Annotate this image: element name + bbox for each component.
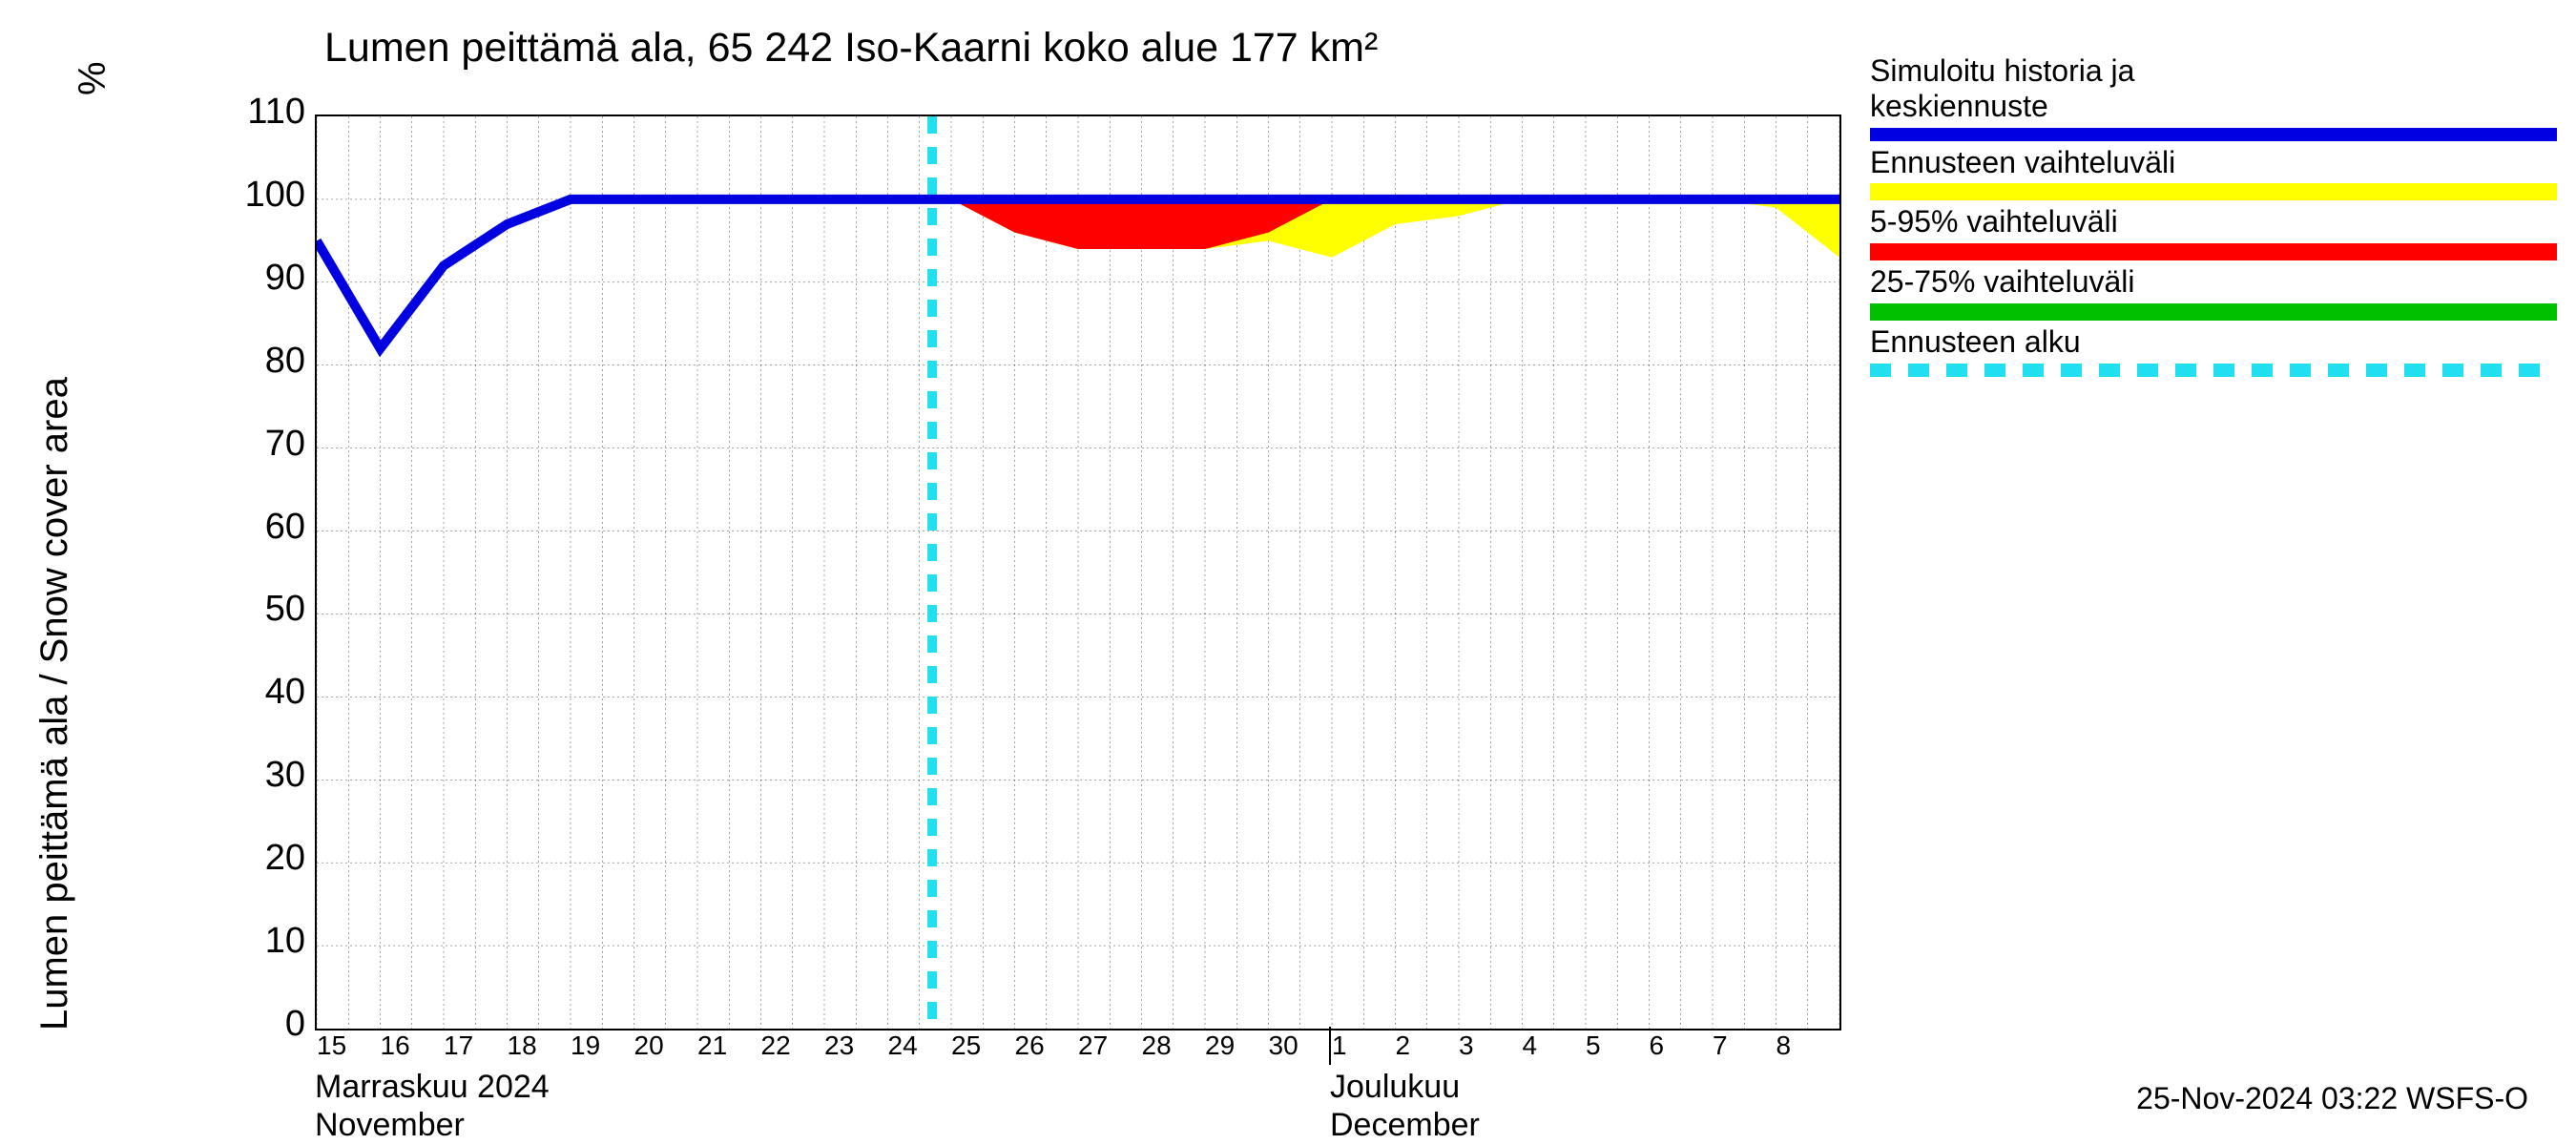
- x-tick-label: 27: [1078, 1030, 1108, 1061]
- x-tick-label: 26: [1015, 1030, 1045, 1061]
- y-axis-label: Lumen peittämä ala / Snow cover area: [33, 377, 76, 1030]
- x-tick-label: 19: [571, 1030, 600, 1061]
- x-tick-label: 23: [824, 1030, 854, 1061]
- legend-item: Simuloitu historia jakeskiennuste: [1870, 53, 2557, 141]
- y-tick-label: 60: [263, 507, 305, 548]
- plot-area: [315, 114, 1841, 1030]
- legend-item: 5-95% vaihteluväli: [1870, 204, 2557, 260]
- grid: [317, 116, 1839, 1029]
- x-tick-label: 22: [761, 1030, 791, 1061]
- legend-swatch: [1870, 364, 2557, 377]
- legend-label: keskiennuste: [1870, 89, 2557, 124]
- month-label-fi: Joulukuu: [1330, 1069, 1460, 1106]
- y-tick-label: 110: [242, 92, 305, 133]
- x-tick-label: 20: [634, 1030, 664, 1061]
- x-tick-label: 30: [1269, 1030, 1298, 1061]
- y-tick-label: 80: [263, 341, 305, 382]
- y-tick-label: 20: [263, 838, 305, 879]
- month-label-en: December: [1330, 1107, 1480, 1144]
- x-tick-label: 17: [444, 1030, 473, 1061]
- chart-title: Lumen peittämä ala, 65 242 Iso-Kaarni ko…: [324, 25, 1378, 72]
- chart-wrap: Lumen peittämä ala, 65 242 Iso-Kaarni ko…: [0, 0, 2576, 1145]
- lines: [317, 116, 1839, 1029]
- legend: Simuloitu historia jakeskiennuste Ennuste…: [1870, 53, 2557, 381]
- x-tick-label: 5: [1586, 1030, 1601, 1061]
- footer-text: 25-Nov-2024 03:22 WSFS-O: [2136, 1081, 2528, 1116]
- legend-swatch: [1870, 128, 2557, 141]
- y-tick-label: 50: [263, 589, 305, 630]
- x-tick-label: 7: [1713, 1030, 1728, 1061]
- legend-swatch: [1870, 303, 2557, 321]
- legend-label: Ennusteen alku: [1870, 324, 2557, 360]
- y-tick-label: 0: [284, 1004, 305, 1045]
- x-tick-label: 29: [1205, 1030, 1235, 1061]
- legend-label: Ennusteen vaihteluväli: [1870, 145, 2557, 180]
- legend-item: Ennusteen vaihteluväli: [1870, 145, 2557, 201]
- x-tick-label: 1: [1332, 1030, 1347, 1061]
- y-tick-label: 70: [263, 424, 305, 465]
- x-tick-label: 3: [1459, 1030, 1474, 1061]
- x-tick-label: 6: [1650, 1030, 1665, 1061]
- x-tick-label: 28: [1142, 1030, 1172, 1061]
- y-tick-label: 100: [242, 175, 305, 216]
- legend-item: Ennusteen alku: [1870, 324, 2557, 377]
- month-label-fi: Marraskuu 2024: [315, 1069, 550, 1106]
- legend-swatch: [1870, 183, 2557, 200]
- x-tick-label: 16: [381, 1030, 410, 1061]
- y-tick-label: 10: [263, 921, 305, 962]
- y-tick-label: 90: [263, 258, 305, 299]
- x-tick-label: 4: [1523, 1030, 1538, 1061]
- month-label-en: November: [315, 1107, 465, 1144]
- x-tick-label: 18: [508, 1030, 537, 1061]
- month-divider: [1329, 1027, 1331, 1065]
- x-tick-label: 25: [951, 1030, 981, 1061]
- x-tick-label: 15: [317, 1030, 346, 1061]
- legend-item: 25-75% vaihteluväli: [1870, 264, 2557, 321]
- y-unit: %: [72, 61, 114, 95]
- y-tick-label: 30: [263, 755, 305, 796]
- x-tick-label: 8: [1776, 1030, 1792, 1061]
- legend-label: Simuloitu historia ja: [1870, 53, 2557, 89]
- x-tick-label: 21: [697, 1030, 727, 1061]
- y-tick-label: 40: [263, 672, 305, 713]
- x-tick-label: 2: [1396, 1030, 1411, 1061]
- legend-swatch: [1870, 243, 2557, 260]
- plot-svg: [317, 116, 1839, 1029]
- legend-label: 5-95% vaihteluväli: [1870, 204, 2557, 239]
- legend-label: 25-75% vaihteluväli: [1870, 264, 2557, 300]
- x-tick-label: 24: [888, 1030, 918, 1061]
